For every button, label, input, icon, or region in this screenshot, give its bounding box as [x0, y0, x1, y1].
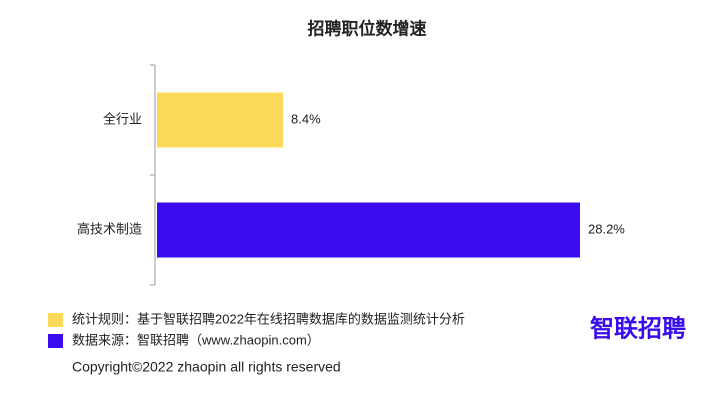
y-tick-label: 高技术制造 [77, 221, 142, 236]
copyright: Copyright©2022 zhaopin all rights reserv… [72, 359, 341, 375]
chart-title: 招聘职位数增速 [308, 18, 427, 38]
bar [157, 92, 283, 148]
y-tick-label: 全行业 [103, 111, 142, 126]
bar [157, 202, 580, 258]
note: 统计规则：基于智联招聘2022年在线招聘数据库的数据监测统计分析 [72, 311, 465, 326]
value-label: 28.2% [588, 221, 625, 236]
note-swatch [48, 313, 63, 327]
value-label: 8.4% [291, 111, 321, 126]
logo: 智联招聘 [590, 314, 686, 342]
axis [150, 64, 156, 286]
note-swatch [48, 334, 63, 348]
note: 数据来源：智联招聘（www.zhaopin.com） [72, 332, 320, 347]
